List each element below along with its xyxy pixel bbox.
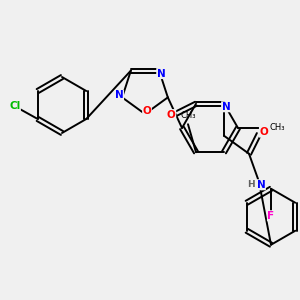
Text: H: H	[247, 180, 255, 189]
Text: O: O	[167, 110, 176, 120]
Text: N: N	[157, 69, 166, 79]
Text: N: N	[115, 90, 124, 100]
Text: N: N	[256, 180, 266, 190]
Text: CH₃: CH₃	[180, 111, 196, 120]
Text: Cl: Cl	[9, 101, 20, 111]
Text: CH₃: CH₃	[269, 124, 284, 133]
Text: O: O	[260, 127, 268, 137]
Text: N: N	[222, 102, 230, 112]
Text: F: F	[267, 211, 274, 221]
Text: O: O	[142, 106, 152, 116]
